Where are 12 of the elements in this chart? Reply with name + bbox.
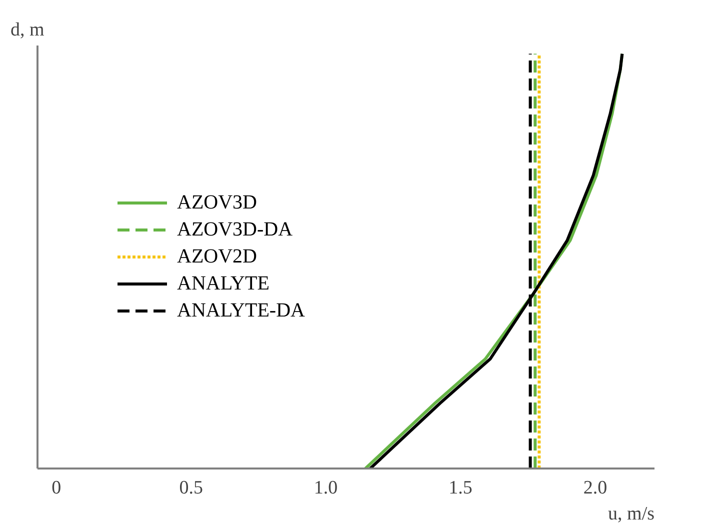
y-axis-title: d, m bbox=[10, 20, 44, 40]
legend-label: ANALYTE bbox=[177, 272, 270, 295]
legend-label: AZOV2D bbox=[177, 245, 257, 268]
legend-label: AZOV3D bbox=[177, 191, 257, 214]
x-axis-title: u, m/s bbox=[608, 504, 654, 524]
x-tick-label: 1.0 bbox=[314, 478, 338, 498]
x-tick-label: 1.5 bbox=[448, 478, 472, 498]
x-tick-label: 0 bbox=[52, 478, 62, 498]
legend-label: AZOV3D-DA bbox=[177, 218, 293, 241]
legend-label: ANALYTE-DA bbox=[177, 299, 305, 322]
x-tick-label: 0.5 bbox=[179, 478, 203, 498]
x-tick-label: 2.0 bbox=[583, 478, 608, 498]
